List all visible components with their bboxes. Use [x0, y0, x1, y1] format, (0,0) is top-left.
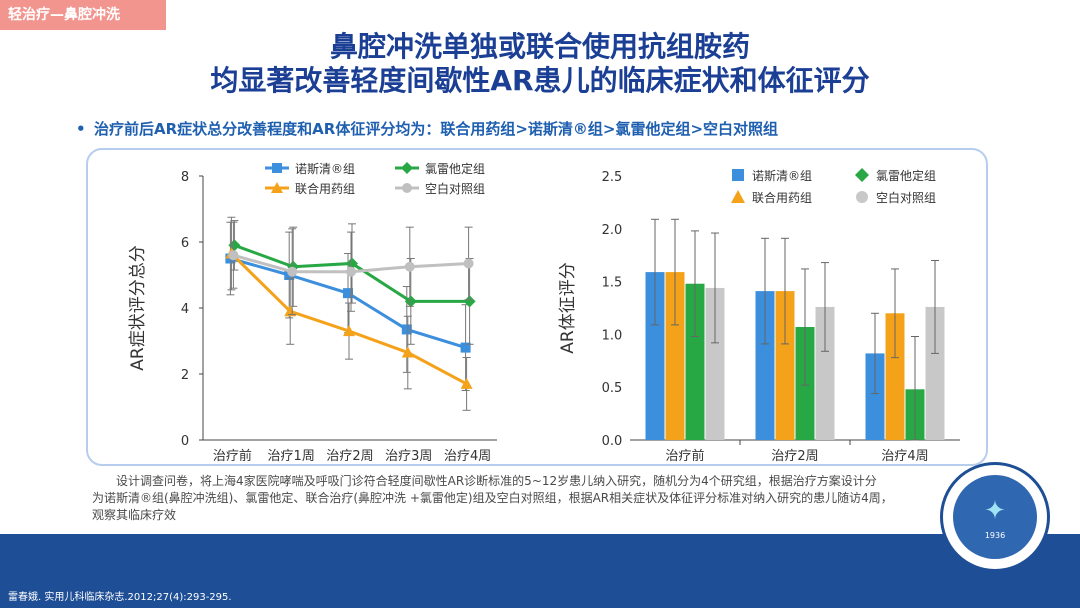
- star-icon: ✦: [984, 496, 1006, 526]
- line-chart-point: [228, 250, 239, 261]
- reference-citation: 雷春娥. 实用儿科临床杂志.2012;27(4):293-295.: [8, 592, 232, 603]
- bar-chart-legend-label: 氯雷他定组: [876, 168, 936, 183]
- bar-chart-bar: [925, 306, 945, 440]
- section-tag: 轻治疗—鼻腔冲洗: [0, 0, 166, 30]
- line-chart-y-tick-label: 2: [181, 368, 189, 383]
- line-chart-point: [460, 342, 471, 353]
- bar-chart-legend-label: 空白对照组: [876, 190, 936, 205]
- line-chart-y-tick-label: 4: [181, 302, 189, 317]
- bar-chart-y-tick-label: 2.5: [602, 170, 623, 185]
- line-chart-x-tick-label: 治疗3周: [385, 449, 432, 464]
- bar-chart-bar: [705, 287, 725, 440]
- bar-chart-x-tick-label: 治疗前: [665, 448, 704, 464]
- line-chart-point: [343, 288, 353, 299]
- title-line-1: 鼻腔冲洗单独或联合使用抗组胺药: [329, 30, 750, 63]
- line-chart-point: [404, 261, 415, 272]
- line-chart-x-tick-label: 治疗4周: [444, 449, 491, 464]
- bar-chart-bar: [885, 313, 905, 440]
- study-description: 设计调查问卷，将上海4家医院哮喘及呼吸门诊符合轻度间歇性AR诊断标准的5~12岁…: [92, 473, 972, 524]
- line-chart-legend-label: 空白对照组: [425, 181, 485, 196]
- bar-chart-legend-marker: [856, 191, 868, 203]
- bar-chart-x-tick-label: 治疗4周: [881, 449, 928, 464]
- bar-chart-y-tick-label: 2.0: [602, 223, 623, 238]
- line-chart-x-tick-label: 治疗前: [213, 448, 252, 464]
- hospital-emblem-icon: ✦ 1936: [953, 475, 1037, 559]
- key-finding: • 治疗前后AR症状总分改善程度和AR体征评分均为：联合用药组>诺斯清®组>氯雷他…: [76, 118, 778, 139]
- line-chart-legend-marker: [271, 182, 283, 193]
- page-title: 鼻腔冲洗单独或联合使用抗组胺药 均显著改善轻度间歇性AR患儿的临床症状和体征评分: [0, 30, 1080, 98]
- line-chart-point: [343, 325, 355, 337]
- description-line-2: 为诺斯清®组(鼻腔冲洗组)、氯雷他定、联合治疗(鼻腔冲洗 +氯雷他定)组及空白对…: [92, 491, 893, 505]
- hospital-seal: ✦ 1936: [940, 462, 1050, 572]
- key-finding-text: 治疗前后AR症状总分改善程度和AR体征评分均为：联合用药组>诺斯清®组>氯雷他定…: [94, 120, 779, 138]
- bar-chart-bar: [775, 291, 795, 440]
- line-chart-point: [346, 266, 356, 277]
- line-chart-point: [284, 305, 297, 317]
- bar-chart-y-tick-label: 1.0: [602, 328, 623, 343]
- line-chart-legend-label: 氯雷他定组: [425, 161, 485, 176]
- bar-chart-legend-marker: [855, 168, 869, 182]
- footer-bar: 雷春娥. 实用儿科临床杂志.2012;27(4):293-295.: [0, 534, 1080, 608]
- line-chart-point: [346, 257, 358, 270]
- description-line-3: 观察其临床疗效: [92, 508, 177, 522]
- bullet-icon: •: [76, 120, 86, 138]
- line-chart-point: [463, 295, 476, 308]
- line-chart-legend-label: 联合用药组: [295, 181, 355, 196]
- line-chart-point: [401, 346, 414, 358]
- bar-chart-bar: [665, 272, 685, 440]
- bar-chart-x-tick-label: 治疗2周: [771, 449, 818, 464]
- seal-year: 1936: [984, 531, 1006, 540]
- line-chart-x-tick-label: 治疗2周: [326, 449, 373, 464]
- bar-chart-y-tick-label: 1.5: [602, 276, 623, 291]
- line-chart-y-tick-label: 8: [181, 170, 189, 185]
- line-chart-point: [463, 258, 474, 269]
- bar-chart-legend-marker: [732, 169, 744, 181]
- line-chart-point: [460, 377, 473, 389]
- line-chart-y-axis-label: AR症状评分总分: [128, 245, 148, 370]
- line-chart-legend-marker: [272, 163, 282, 173]
- line-chart-y-tick-label: 0: [181, 434, 189, 449]
- line-chart-point: [287, 266, 298, 277]
- line-chart-legend-marker: [402, 183, 412, 193]
- line-chart-x-tick-label: 治疗1周: [268, 449, 315, 464]
- description-line-1: 设计调查问卷，将上海4家医院哮喘及呼吸门诊符合轻度间歇性AR诊断标准的5~12岁…: [116, 474, 877, 488]
- bar-chart-y-axis-label: AR体征评分: [558, 262, 578, 353]
- line-chart-y-tick-label: 6: [181, 236, 189, 251]
- bar-chart-bar: [685, 283, 705, 440]
- bar-chart-bar: [815, 306, 835, 440]
- line-chart-point: [404, 295, 417, 308]
- line-chart-legend-label: 诺斯清®组: [295, 162, 355, 176]
- bar-chart-legend-label: 联合用药组: [752, 190, 812, 205]
- bar-chart-y-tick-label: 0.0: [602, 434, 623, 449]
- line-chart-legend-marker: [401, 162, 413, 174]
- bar-chart-bar: [645, 272, 665, 440]
- line-chart-point: [401, 324, 412, 335]
- bar-chart-legend-marker: [731, 190, 745, 203]
- bar-chart-legend-label: 诺斯清®组: [752, 169, 812, 183]
- title-line-2: 均显著改善轻度间歇性AR患儿的临床症状和体征评分: [210, 64, 870, 97]
- charts-panel: [86, 148, 988, 466]
- bar-chart-bar: [865, 353, 885, 440]
- bar-chart-y-tick-label: 0.5: [602, 381, 623, 396]
- bar-chart-bar: [755, 291, 775, 440]
